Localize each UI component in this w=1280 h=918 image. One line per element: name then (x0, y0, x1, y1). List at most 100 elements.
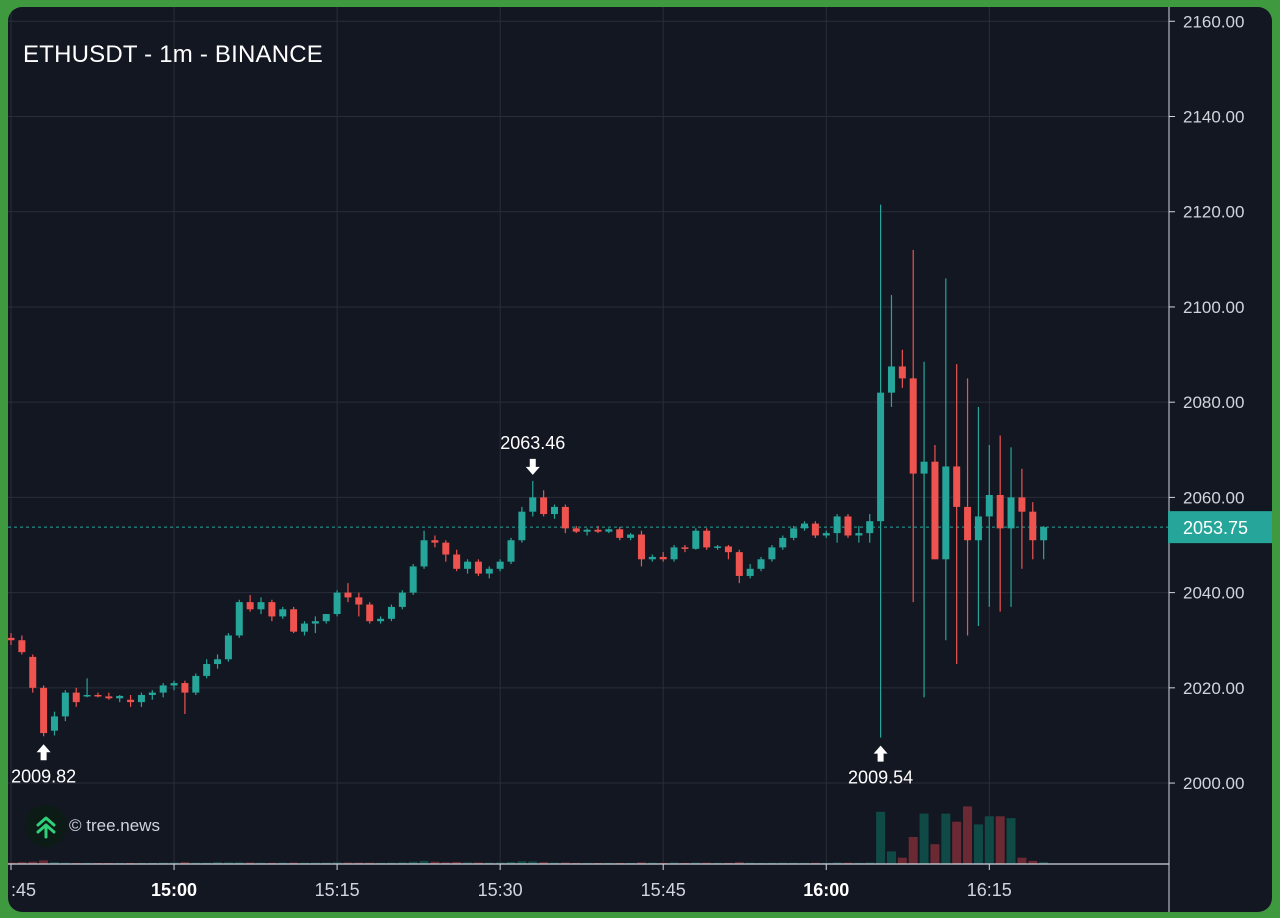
candle-body (637, 534, 645, 560)
candle-body (214, 659, 222, 665)
candle-body (29, 656, 37, 688)
volume-bar (332, 862, 342, 864)
price-chart[interactable]: 2009.82 2063.46 2009.54 2160.00 2140.00 2120… (8, 7, 1272, 912)
candle-body (224, 635, 232, 660)
candle-body (605, 529, 613, 532)
arrow-up-icon (873, 745, 888, 762)
volume-bar (463, 862, 473, 864)
x-tick-label: 15:45 (641, 880, 686, 900)
candle-body (464, 561, 472, 569)
candle-body (942, 466, 950, 560)
volume-bar (39, 860, 49, 864)
volume-bar (886, 851, 896, 864)
candle-body (801, 523, 809, 529)
candle-body (268, 602, 276, 617)
candle-body (290, 609, 298, 632)
candle-body (616, 529, 624, 538)
x-tick-label: 16:00 (803, 880, 849, 900)
volume-bar (321, 862, 331, 864)
volume-bar (984, 816, 994, 864)
y-tick-label: 2140.00 (1183, 108, 1244, 127)
candle-body (692, 530, 700, 549)
volume-bar (647, 862, 657, 864)
volume-bar (158, 862, 168, 864)
volume-bar (49, 862, 59, 864)
candle-body (453, 554, 461, 569)
candle-body (148, 692, 156, 695)
x-tick-label: :45 (11, 880, 36, 900)
volume-bar (169, 862, 179, 864)
volume-bar (473, 862, 483, 864)
candle-body (974, 516, 982, 541)
volume-bar (876, 811, 886, 864)
y-tick-label: 2100.00 (1183, 298, 1244, 317)
volume-bar (452, 862, 462, 864)
volume-bar (908, 837, 918, 864)
candle-body (322, 614, 330, 622)
candle-body (203, 664, 211, 676)
candle-body (540, 497, 548, 515)
y-tick-label: 2120.00 (1183, 203, 1244, 222)
volume-bar (528, 861, 538, 864)
volume-bar (517, 861, 527, 864)
volume-bar (865, 862, 875, 864)
candle-body (40, 687, 48, 734)
candle-body (300, 623, 308, 632)
volume-bar (963, 806, 973, 864)
candle-body (518, 511, 526, 541)
current-price-label: 2053.75 (1183, 518, 1248, 538)
candle-body (246, 602, 254, 610)
candle-body (703, 530, 711, 548)
candle-body (127, 699, 135, 703)
arrow-down-icon (525, 458, 540, 475)
chart-title: ETHUSDT - 1m - BINANCE (23, 41, 323, 68)
candle-body (996, 495, 1004, 529)
candle-body (627, 534, 635, 538)
candle-body (485, 568, 493, 574)
candle-body (931, 461, 939, 560)
volume-bar (745, 862, 755, 864)
candle-body (1029, 511, 1037, 541)
volume-bar (843, 862, 853, 864)
candle-body (551, 506, 558, 515)
volume-bar (550, 862, 559, 864)
candle-body (964, 506, 972, 541)
candle-body (659, 556, 667, 560)
x-tick-label: 15:15 (315, 880, 360, 900)
volume-bar (419, 860, 429, 864)
volume-bar (778, 862, 788, 864)
candle-body (1007, 497, 1015, 529)
volume-bar (278, 862, 288, 864)
candle-body (344, 592, 352, 598)
volume-bar (941, 813, 951, 864)
annotation-label: 2009.82 (11, 766, 76, 786)
candle-body (116, 695, 124, 699)
volume-bar (495, 862, 505, 864)
candle-body (105, 696, 113, 699)
volume-bar (995, 816, 1005, 864)
watermark: © tree.news (25, 805, 160, 847)
candle-body (920, 461, 928, 474)
x-tick-label: 15:00 (151, 880, 197, 900)
chart-frame: 2009.82 2063.46 2009.54 2160.00 2140.00 2120… (8, 7, 1272, 912)
volume-bar (1017, 857, 1027, 864)
candle-body (420, 540, 428, 567)
candle-body (159, 685, 167, 693)
candle-body (887, 366, 895, 393)
volume-bar (234, 862, 244, 864)
candle-body (442, 542, 450, 555)
candle-body (866, 521, 874, 534)
candle-body (431, 540, 439, 543)
candle-body (898, 366, 906, 379)
volume-bar (430, 861, 440, 864)
volume-bar (691, 862, 701, 864)
candle-body (811, 523, 819, 536)
candle-body (398, 592, 406, 607)
volume-bar (354, 862, 364, 864)
volume-bar (223, 862, 233, 864)
candle-body (757, 559, 765, 569)
volume-bar (973, 824, 983, 864)
candle-body (170, 683, 178, 686)
current-price-badge (1168, 511, 1272, 544)
volume-bar (1006, 818, 1016, 864)
